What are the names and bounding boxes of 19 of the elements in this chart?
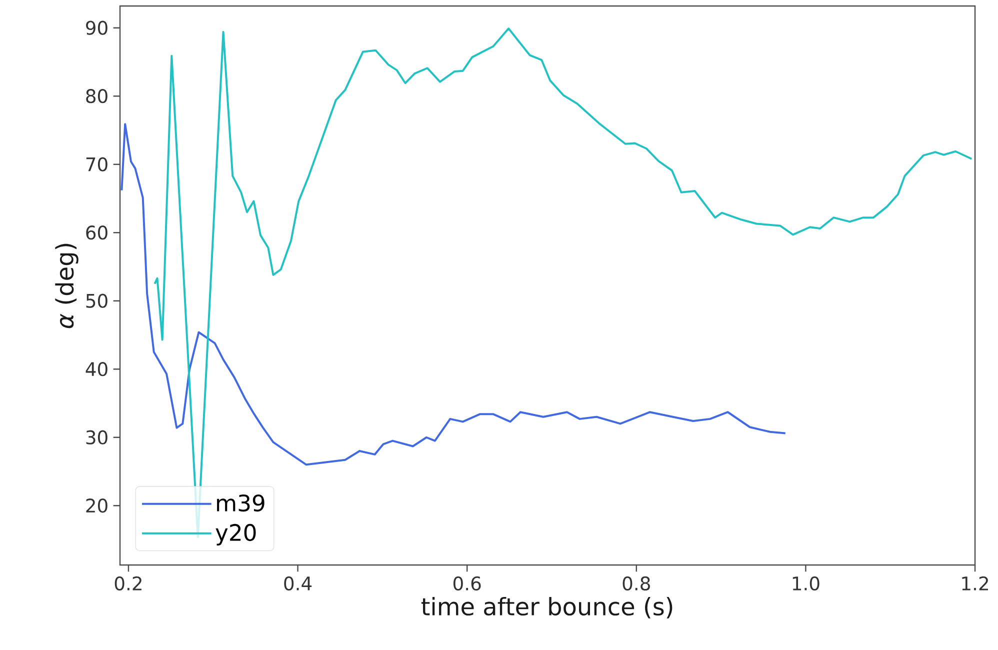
legend-label: m39	[217, 494, 264, 512]
line-series	[120, 123, 786, 466]
x-tick-label: 1.2	[962, 576, 988, 590]
x-axis-title: time after bounce (s)	[421, 596, 672, 618]
x-tick-label: 1.0	[792, 576, 820, 591]
x-tick-label: 0.2	[114, 576, 142, 591]
x-tick-label: 0.4	[284, 576, 312, 591]
legend-label: y20	[216, 524, 256, 546]
y-tick-label: 50	[86, 294, 108, 308]
y-axis-title: α (deg)	[55, 244, 78, 328]
x-tick-label: 0.6	[453, 576, 481, 591]
y-tick-label: 80	[86, 89, 108, 104]
y-tick-label: 30	[86, 430, 108, 444]
y-tick-label: 40	[86, 362, 108, 376]
x-tick-label: 0.8	[622, 576, 650, 591]
y-tick-label: 20	[86, 498, 108, 513]
y-tick-label: 70	[86, 157, 108, 172]
y-tick-label: 60	[86, 226, 108, 240]
y-tick-label: 90	[86, 20, 108, 35]
